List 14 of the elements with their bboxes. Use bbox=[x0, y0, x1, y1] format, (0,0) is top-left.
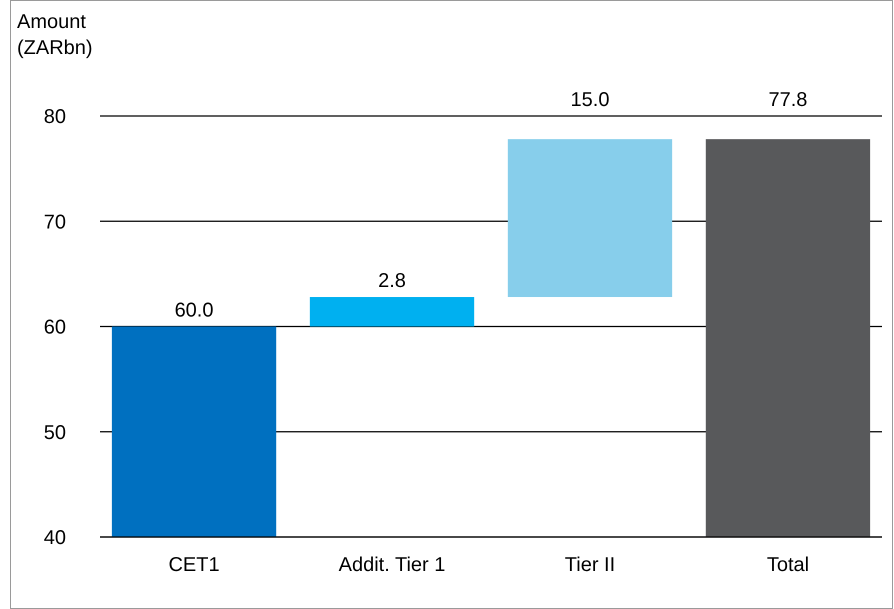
y-tick-label: 50 bbox=[44, 422, 66, 444]
x-tick-label: CET1 bbox=[168, 554, 220, 576]
y-tick-label: 70 bbox=[44, 211, 66, 234]
data-label: 2.8 bbox=[378, 270, 406, 292]
y-tick-label: 80 bbox=[44, 106, 66, 128]
y-tick-label: 40 bbox=[44, 527, 66, 549]
x-tick-label: Total bbox=[766, 554, 810, 576]
x-tick-label: Tier II bbox=[564, 554, 616, 576]
y-tick-label: 60 bbox=[44, 316, 66, 338]
x-tick-label: Addit. Tier 1 bbox=[338, 554, 446, 576]
data-label: 77.8 bbox=[768, 89, 808, 111]
data-label: 60.0 bbox=[174, 300, 214, 322]
data-label: 15.0 bbox=[570, 89, 610, 111]
y-axis-title: Amount (ZARbn) bbox=[17, 11, 93, 59]
